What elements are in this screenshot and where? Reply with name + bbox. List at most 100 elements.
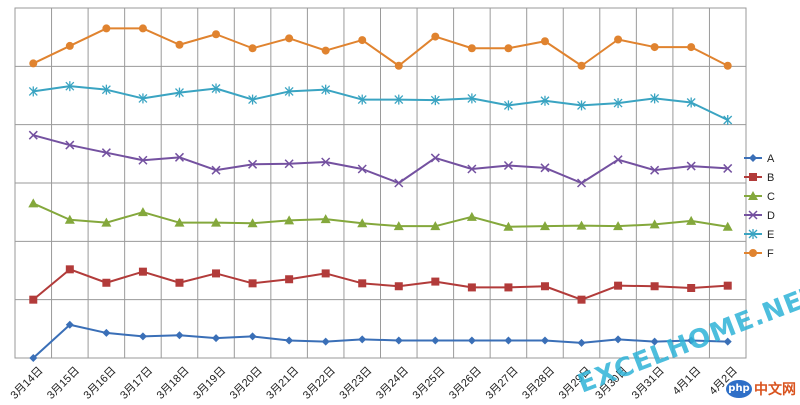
data-point-B xyxy=(138,267,147,276)
data-point-D xyxy=(650,165,660,175)
data-point-D xyxy=(576,178,587,188)
data-point-C xyxy=(503,221,514,231)
x-tick-label: 3月24日 xyxy=(374,365,411,402)
data-point-E xyxy=(394,94,404,105)
data-point-C xyxy=(430,221,441,231)
data-point-C xyxy=(722,221,733,231)
data-point-C xyxy=(393,221,404,231)
legend-marker xyxy=(749,249,757,257)
data-point-A xyxy=(723,337,732,346)
legend-item-B: B xyxy=(744,172,774,184)
data-point-E xyxy=(211,83,221,94)
data-point-A xyxy=(212,334,221,343)
data-point-F xyxy=(138,24,147,33)
data-point-A xyxy=(321,337,330,346)
data-point-C xyxy=(466,211,477,221)
data-point-C xyxy=(101,217,112,227)
data-point-E xyxy=(175,87,184,98)
series-group xyxy=(28,24,733,362)
x-tick-label: 3月28日 xyxy=(520,365,557,402)
data-point-A xyxy=(467,336,476,345)
data-point-F xyxy=(614,35,623,44)
data-point-B xyxy=(504,283,513,292)
data-point-B xyxy=(394,282,403,291)
data-point-F xyxy=(212,30,221,39)
x-tick-label: 3月19日 xyxy=(191,365,228,402)
data-point-A xyxy=(248,332,257,341)
data-point-D xyxy=(248,159,258,169)
data-point-F xyxy=(175,40,184,49)
data-point-F xyxy=(504,44,513,53)
series-line-D xyxy=(33,134,728,184)
data-point-D xyxy=(357,164,367,174)
series-line-B xyxy=(32,268,728,301)
x-tick-label: 3月22日 xyxy=(301,365,338,402)
series-line-C xyxy=(32,202,728,228)
series-B xyxy=(29,265,732,304)
data-point-D xyxy=(503,160,513,171)
data-point-A xyxy=(285,336,294,345)
data-point-F xyxy=(394,61,403,70)
data-point-E xyxy=(138,93,148,104)
data-point-E xyxy=(430,95,440,106)
data-point-B xyxy=(285,275,294,284)
data-point-E xyxy=(101,84,111,95)
data-point-B xyxy=(102,278,111,287)
data-point-A xyxy=(504,336,513,345)
data-point-B xyxy=(577,295,586,304)
data-point-C xyxy=(247,218,258,228)
data-point-A xyxy=(431,336,440,345)
series-line-F xyxy=(32,27,729,67)
legend-marker xyxy=(748,210,758,220)
x-tick-label: 3月27日 xyxy=(484,365,521,402)
data-point-A xyxy=(358,335,367,344)
data-point-A xyxy=(394,336,403,345)
data-point-F xyxy=(650,43,659,52)
data-point-A xyxy=(175,331,184,340)
data-point-F xyxy=(358,36,367,45)
series-E xyxy=(28,81,733,125)
logo-badge: php xyxy=(726,380,752,398)
series-F xyxy=(29,24,732,70)
data-point-F xyxy=(285,34,294,43)
data-point-B xyxy=(212,269,221,278)
data-point-E xyxy=(65,81,75,92)
data-point-A xyxy=(102,328,111,337)
data-point-E xyxy=(540,95,550,106)
legend-label: C xyxy=(767,191,775,203)
data-point-D xyxy=(174,152,185,162)
data-point-B xyxy=(687,284,696,292)
data-point-C xyxy=(64,214,75,224)
logo-text: 中文网 xyxy=(754,382,796,398)
data-point-F xyxy=(248,44,257,53)
legend-item-E: E xyxy=(744,229,774,241)
data-point-A xyxy=(540,336,549,345)
data-point-C xyxy=(320,214,331,224)
x-tick-label: 3月23日 xyxy=(337,365,374,402)
data-point-B xyxy=(321,269,330,278)
data-point-B xyxy=(540,282,549,291)
series-A xyxy=(29,320,732,362)
data-point-F xyxy=(723,61,732,70)
legend-item-D: D xyxy=(744,210,775,222)
x-tick-label: 4月1日 xyxy=(671,365,704,398)
legend-label: B xyxy=(767,172,774,184)
data-point-D xyxy=(284,159,294,169)
site-logo: php 中文网 xyxy=(726,379,796,399)
data-point-C xyxy=(539,221,550,231)
data-point-F xyxy=(29,59,38,68)
data-point-E xyxy=(357,94,367,105)
data-point-F xyxy=(102,24,111,33)
data-point-B xyxy=(175,278,184,287)
grid-lines xyxy=(14,7,747,359)
data-point-A xyxy=(65,320,74,329)
x-tick-label: 3月15日 xyxy=(45,365,82,402)
legend-label: D xyxy=(767,210,775,222)
legend-item-A: A xyxy=(744,153,775,165)
series-D xyxy=(28,130,733,188)
data-point-C xyxy=(357,218,368,228)
data-point-F xyxy=(321,46,330,55)
data-point-D xyxy=(65,140,75,150)
x-tick-label: 3月20日 xyxy=(228,365,265,402)
data-point-E xyxy=(467,93,477,104)
